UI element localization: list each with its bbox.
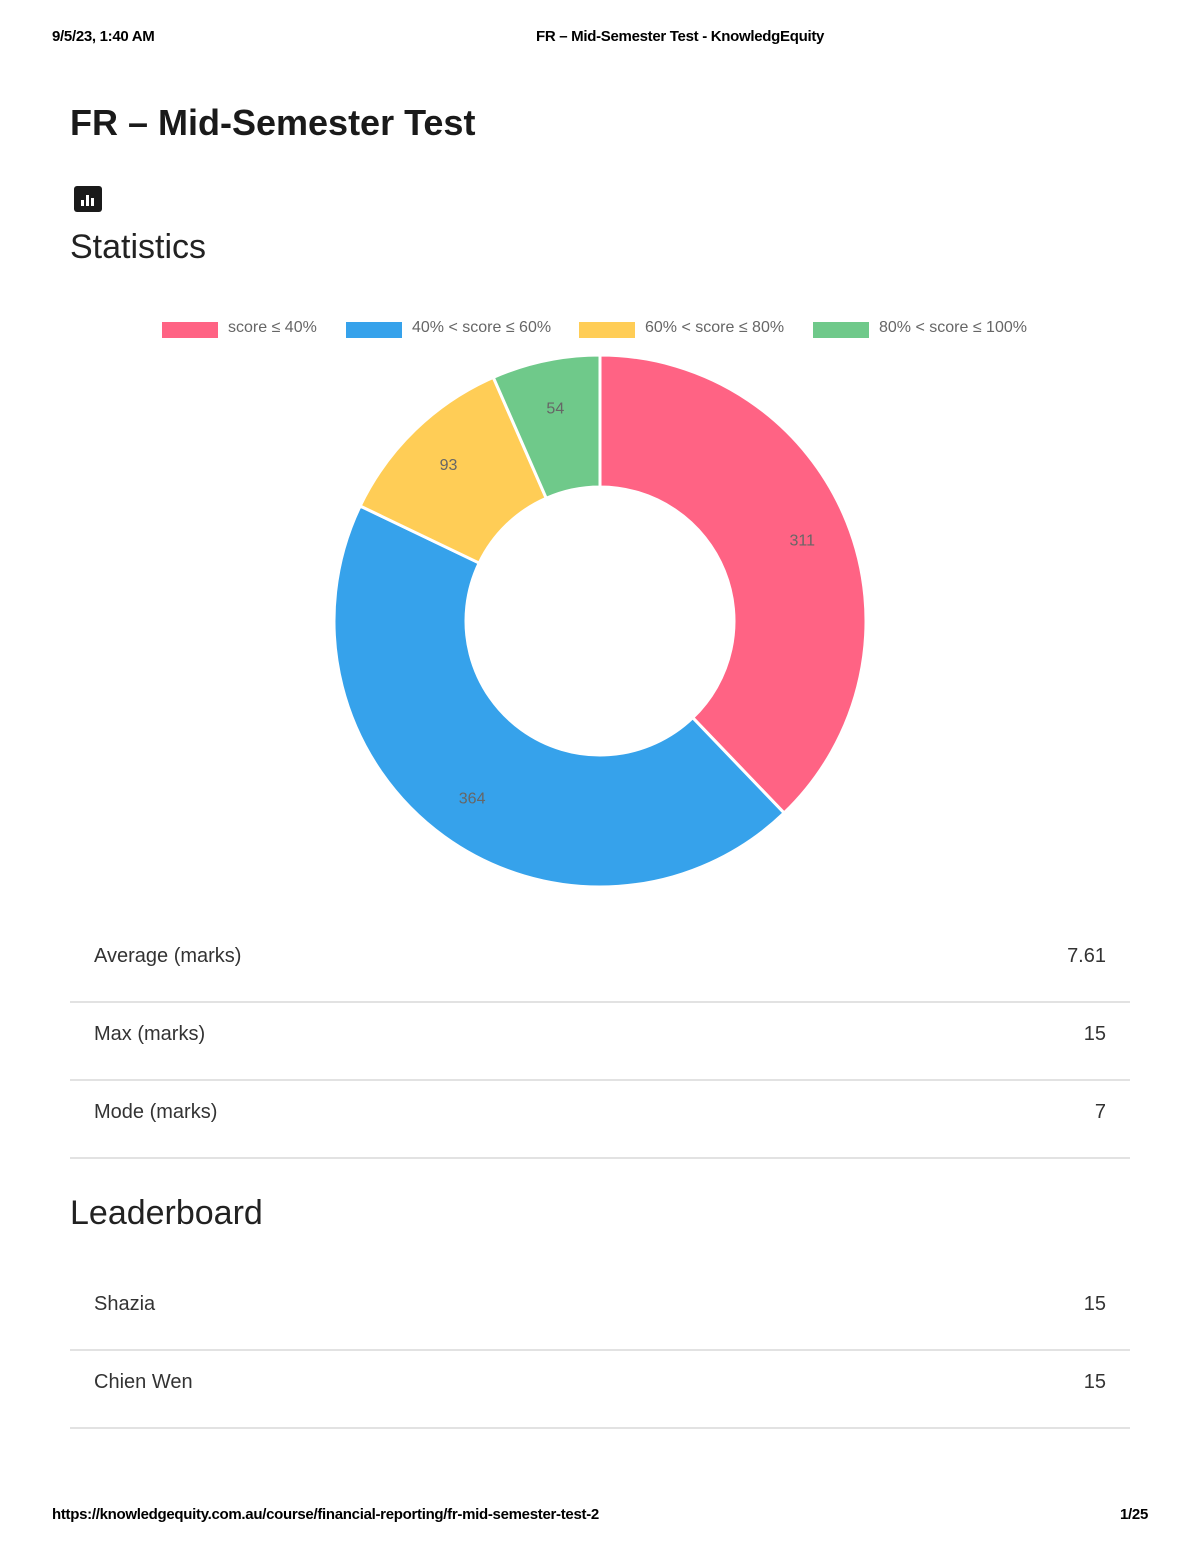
leaderboard-score: 15 bbox=[1083, 1371, 1106, 1393]
leaderboard-table: Shazia 15 Chien Wen 15 bbox=[70, 1273, 1130, 1429]
print-page-number: 1/25 bbox=[1120, 1506, 1148, 1523]
slice-value-label-2: 364 bbox=[459, 791, 486, 808]
stat-value: 15 bbox=[1083, 1023, 1106, 1045]
statistics-heading: Statistics bbox=[70, 228, 207, 266]
leaderboard-row: Chien Wen 15 bbox=[70, 1351, 1130, 1429]
print-url: https://knowledgequity.com.au/course/fin… bbox=[52, 1506, 599, 1523]
legend-label-3: 60% < score ≤ 80% bbox=[645, 319, 785, 336]
print-page-title: FR – Mid-Semester Test - KnowledgEquity bbox=[536, 28, 825, 45]
donut-slice-2[interactable] bbox=[332, 503, 787, 889]
legend-swatch-2 bbox=[346, 322, 402, 338]
stat-label: Max (marks) bbox=[94, 1023, 206, 1045]
leaderboard-heading: Leaderboard bbox=[70, 1194, 263, 1232]
print-date: 9/5/23, 1:40 AM bbox=[52, 28, 155, 45]
legend-label-2: 40% < score ≤ 60% bbox=[412, 319, 552, 336]
stat-row-average: Average (marks) 7.61 bbox=[70, 925, 1130, 1003]
slice-value-label-4: 54 bbox=[546, 401, 564, 418]
stat-label: Mode (marks) bbox=[94, 1101, 218, 1123]
stat-row-max: Max (marks) 15 bbox=[70, 1003, 1130, 1081]
leaderboard-score: 15 bbox=[1083, 1293, 1106, 1315]
stat-row-mode: Mode (marks) 7 bbox=[70, 1081, 1130, 1159]
slice-value-label-3: 93 bbox=[440, 457, 458, 474]
leaderboard-row: Shazia 15 bbox=[70, 1273, 1130, 1351]
legend-label-1: score ≤ 40% bbox=[228, 319, 317, 336]
print-footer: https://knowledgequity.com.au/course/fin… bbox=[52, 1506, 1148, 1528]
stat-value: 7.61 bbox=[1067, 945, 1106, 967]
chart-legend: score ≤ 40% 40% < score ≤ 60% 60% < scor… bbox=[0, 318, 1200, 340]
donut-slice-1[interactable] bbox=[598, 353, 868, 816]
legend-label-4: 80% < score ≤ 100% bbox=[879, 319, 1027, 336]
donut-slice-4[interactable] bbox=[491, 353, 602, 501]
stat-value: 7 bbox=[1094, 1101, 1106, 1123]
legend-swatch-1 bbox=[162, 322, 218, 338]
bar-chart-icon bbox=[74, 186, 102, 212]
stat-label: Average (marks) bbox=[94, 945, 242, 967]
page-title: FR – Mid-Semester Test bbox=[70, 102, 476, 143]
donut-chart: 311 364 93 54 bbox=[332, 353, 868, 889]
legend-swatch-3 bbox=[579, 322, 635, 338]
legend-swatch-4 bbox=[813, 322, 869, 338]
statistics-table: Average (marks) 7.61 Max (marks) 15 Mode… bbox=[70, 925, 1130, 1159]
slice-value-label-1: 311 bbox=[790, 533, 816, 550]
leaderboard-name: Shazia bbox=[94, 1293, 156, 1315]
leaderboard-name: Chien Wen bbox=[94, 1371, 193, 1393]
print-header: 9/5/23, 1:40 AM FR – Mid-Semester Test -… bbox=[52, 28, 1148, 50]
